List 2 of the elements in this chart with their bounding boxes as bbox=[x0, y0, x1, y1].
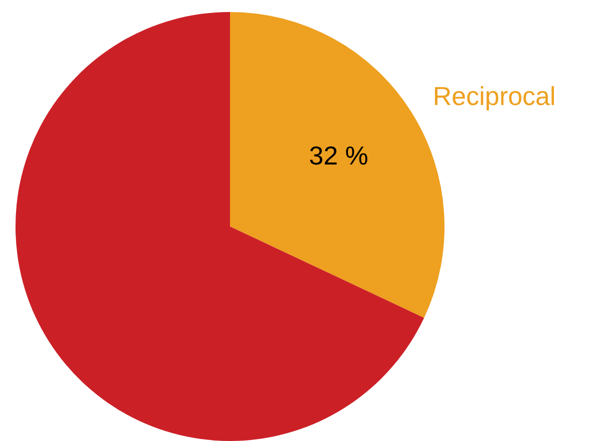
slice-label: Reciprocal bbox=[432, 80, 556, 111]
data-label: 32 % bbox=[309, 140, 368, 171]
